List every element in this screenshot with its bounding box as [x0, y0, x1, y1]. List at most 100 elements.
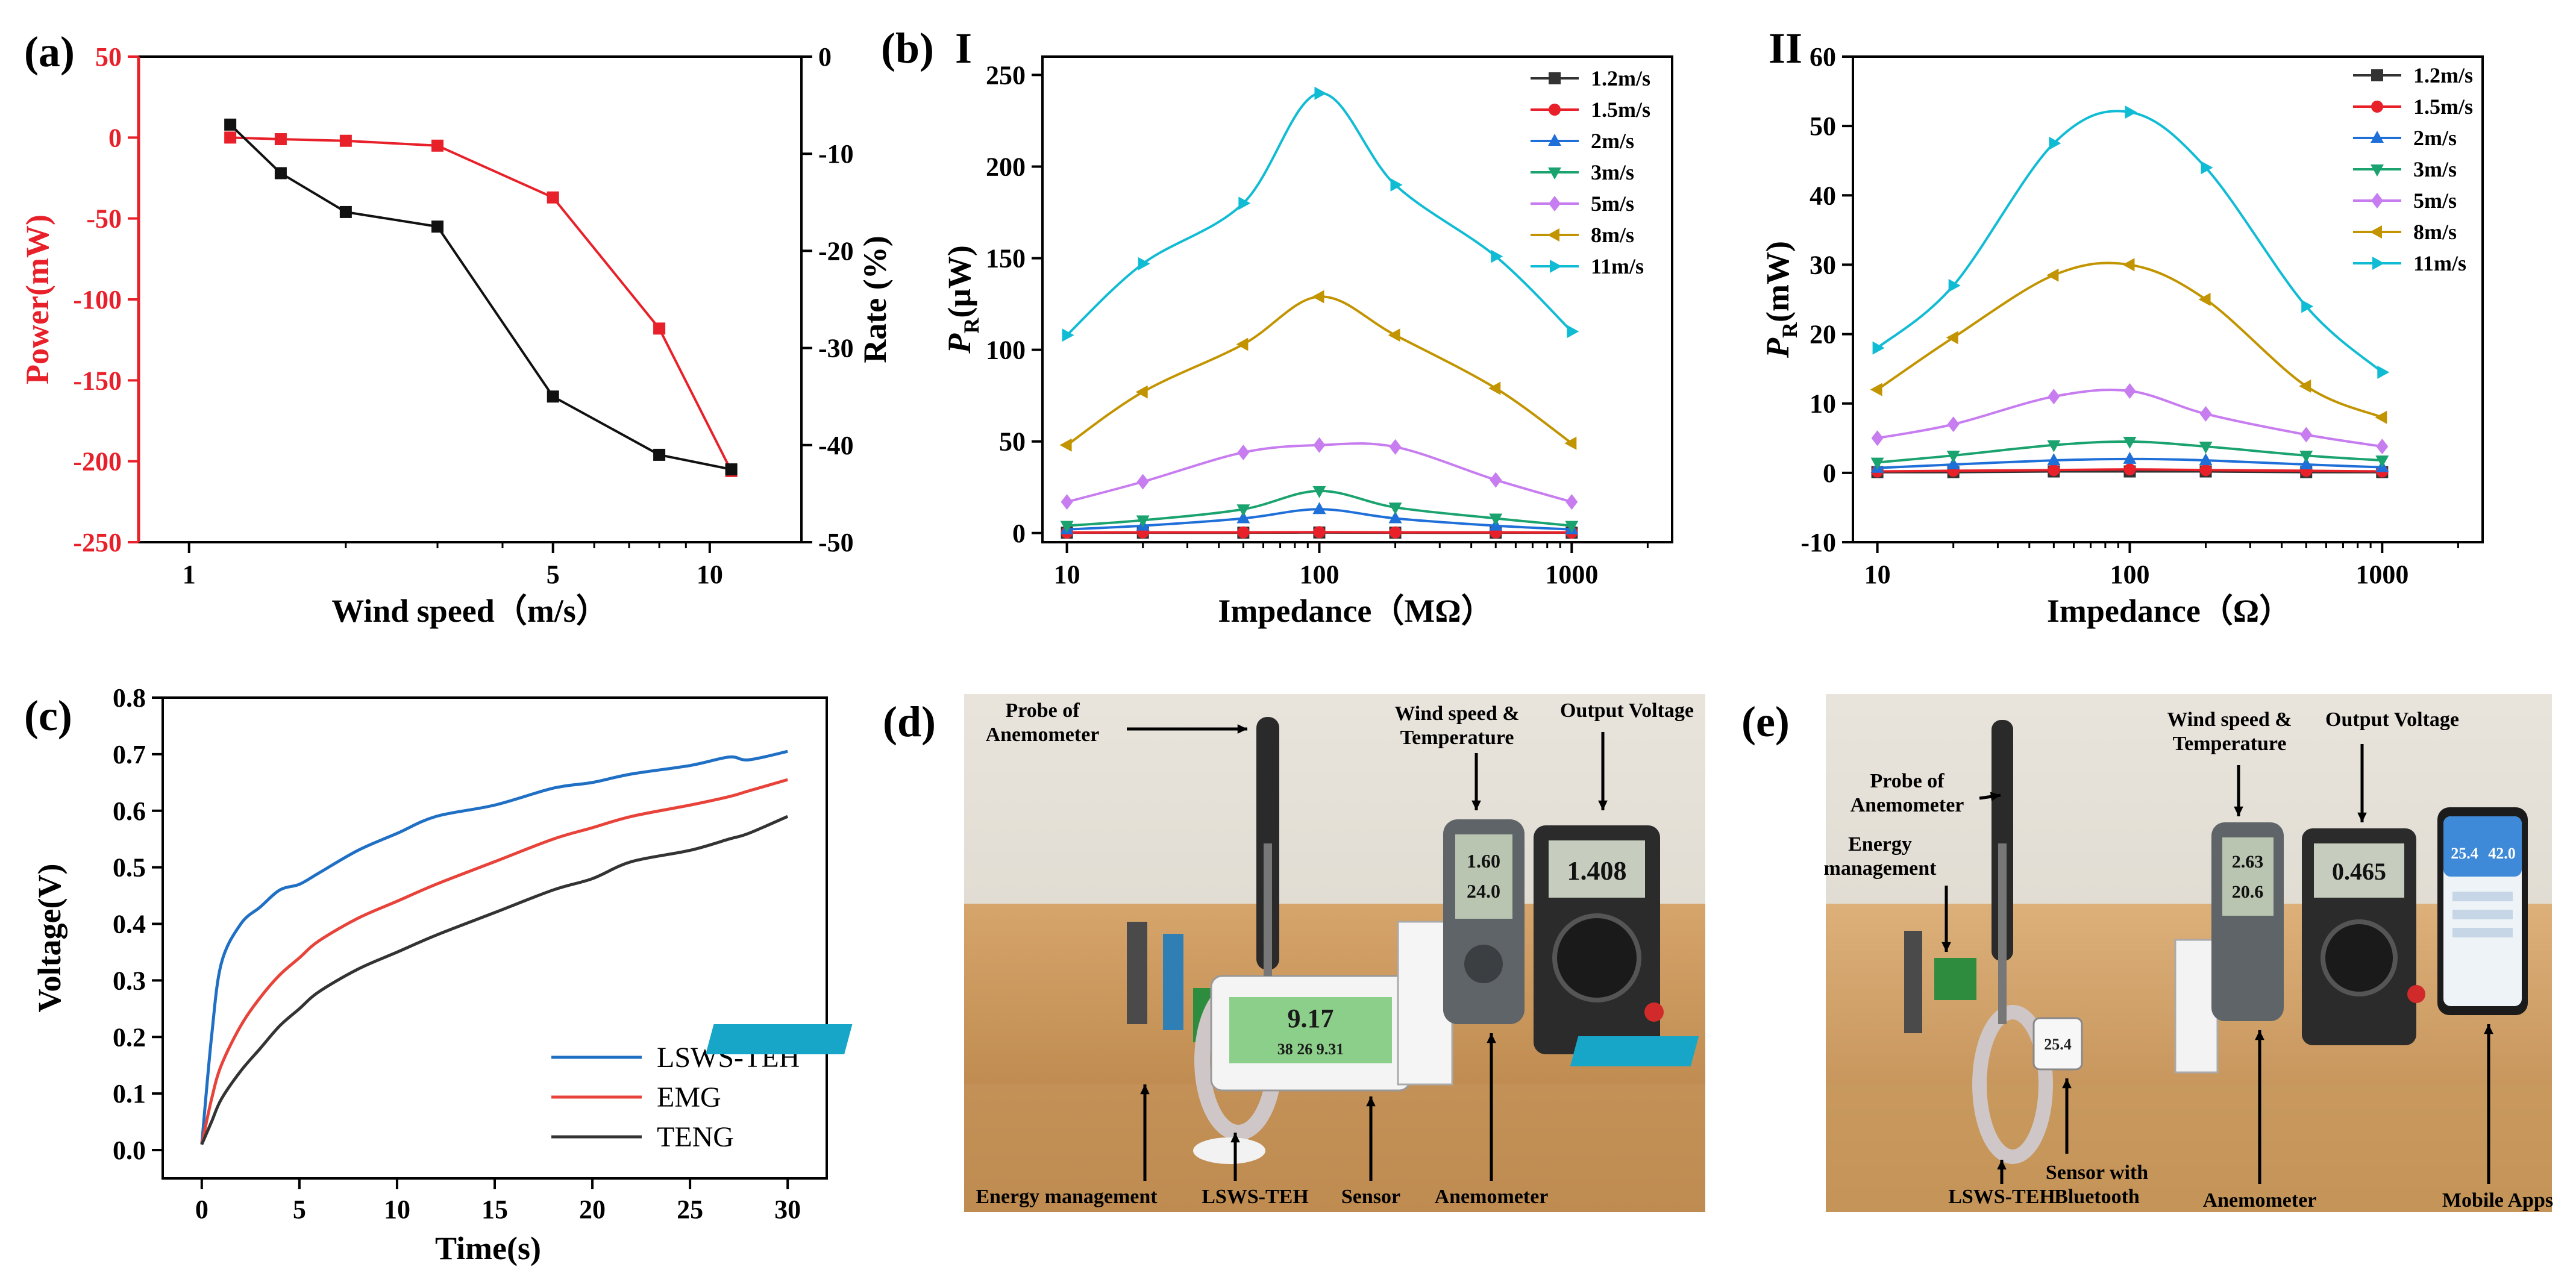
- panel-b-II-point-2m/s: [1946, 457, 1960, 470]
- photo-d-multimeter-dial: [1552, 913, 1641, 1002]
- panel-b-I-point-3m/s: [1388, 502, 1402, 515]
- panel-b-II-point-11m/s: [1948, 278, 1961, 292]
- panel-b-II-point-3m/s: [2199, 442, 2213, 454]
- panel-a-point: [431, 220, 444, 233]
- panel-b-I-legend-marker: [1548, 134, 1561, 146]
- panel-b-I-point-8m/s: [1488, 381, 1501, 395]
- panel-b-II-point-3m/s: [2375, 455, 2389, 468]
- photo-d-multimeter-screen: [1549, 840, 1645, 898]
- panel-b-I-curve-8m/s: [1066, 295, 1573, 446]
- photo-d-lsws-label-arrowhead: [1230, 1133, 1240, 1143]
- photo-d-acrylic-front: [964, 1084, 1705, 1212]
- panel-b-II-point-5m/s: [2048, 389, 2060, 405]
- photo-e-lsws-label-text: LSWS-TEH: [1948, 1186, 2055, 1208]
- panel-b-II-point-5m/s: [1947, 416, 1960, 433]
- photo-e-bluetooth-sensor: [2032, 1017, 2083, 1071]
- panel-b-I-ytick-label: 200: [986, 152, 1026, 181]
- panel-b-I-plot: [1059, 86, 1579, 539]
- panel-c-ytick-label: 0.7: [113, 740, 146, 769]
- panel-b-II: II 10 100 1000 -10 0 10 20 30 40 50 60 1.2m/s 1.5m/…: [1760, 24, 2484, 629]
- panel-b-I-legend-label: 2m/s: [1591, 129, 1634, 153]
- photo-e-phone-humidity: 42.0: [2488, 845, 2516, 862]
- photo-d-probe-blue: [1163, 934, 1183, 1030]
- photo-d-sensor-label-text: Sensor: [1341, 1186, 1400, 1208]
- panel-b-I-legend-marker: [1549, 104, 1561, 116]
- panel-b-I-point-2m/s: [1388, 511, 1402, 524]
- panel-b-I-point-11m/s: [1491, 249, 1503, 263]
- panel-b-II-point-1.5m/s: [2123, 463, 2136, 476]
- photo-e-sensor-label-arrowhead: [2062, 1078, 2072, 1089]
- photo-e-apps-label-arrowhead: [2484, 1024, 2493, 1034]
- panel-b-I-point-3m/s: [1136, 515, 1150, 528]
- panel-b-I-legend-label: 11m/s: [1591, 254, 1644, 278]
- panel-a-y2-ytick-label: -30: [818, 334, 854, 363]
- panel-b-I-point-11m/s: [1138, 257, 1150, 271]
- photo-d-output-label-arrowhead: [1598, 800, 1608, 810]
- panel-b-II-point-3m/s: [2047, 440, 2061, 452]
- panel-a-point: [274, 133, 287, 146]
- photo-e-phone-row3: [2452, 928, 2513, 937]
- panel-a-series-line-1: [229, 124, 732, 471]
- panel-a-y2-ytick-label: -40: [818, 431, 854, 460]
- panel-b-I-point-5m/s: [1136, 474, 1149, 490]
- panel-b-II-point-8m/s: [1870, 383, 1882, 396]
- panel-a-ytick-label: -150: [73, 366, 122, 395]
- panel-c-frame: [161, 696, 828, 1180]
- photo-d-sensor-small: 38 26 9.31: [1277, 1040, 1344, 1058]
- panel-b-II-ytick-label: 10: [1810, 389, 1836, 419]
- photo-d-anemometer-label-text: Anemometer: [1435, 1186, 1549, 1208]
- panel-c-ytick-label: 0.3: [113, 966, 146, 995]
- panel-b-II-legend-label: 1.2m/s: [2413, 63, 2473, 87]
- panel-b-II-legend-marker: [2371, 193, 2383, 208]
- panel-b-II-point-8m/s: [1946, 331, 1958, 345]
- panel-b-I-legend-label: 1.5m/s: [1591, 98, 1650, 122]
- panel-b-I-xlabel: Impedance（MΩ）: [1218, 593, 1493, 629]
- panel-b-I-point-3m/s: [1489, 513, 1503, 526]
- panel-c-legend-label: TENG: [657, 1121, 734, 1153]
- panel-c-xtick-label: 5: [293, 1195, 306, 1224]
- panel-b-I-point-2m/s: [1236, 511, 1250, 524]
- photo-e-anemometer-screen: [2222, 837, 2274, 916]
- photo-e-output-label-text: Output Voltage: [2325, 708, 2459, 731]
- panel-b-I-point-5m/s: [1490, 472, 1502, 488]
- photo-d-sensor-value: 9.17: [1288, 1004, 1334, 1033]
- panel-a-ytick-label: 50: [95, 42, 122, 72]
- panel-b-II-ytick-label: 60: [1810, 42, 1836, 72]
- panel-b-I-point-1.5m/s: [1237, 526, 1250, 539]
- panel-c-xtick-label: 10: [384, 1195, 410, 1224]
- photo-e-anemometer-v2: 20.6: [2232, 882, 2264, 902]
- panel-b-I-ytick-label: 0: [1012, 519, 1026, 548]
- panel-b-I-point-8m/s: [1388, 328, 1400, 342]
- panel-b-I-xtick-label: 100: [1299, 560, 1339, 589]
- panel-c-ylabel: Voltage(V): [31, 864, 67, 1013]
- panel-b-II-legend-label: 8m/s: [2413, 220, 2457, 244]
- panel-c-ytick-label: 0.0: [113, 1136, 146, 1165]
- panel-c-xtick-label: 25: [677, 1195, 703, 1224]
- photo-e-energy-label-text: management: [1824, 857, 1937, 880]
- photo-e-phone-temp: 25.4: [2451, 845, 2478, 862]
- photo-e-output-label-arrowhead: [2357, 812, 2367, 822]
- photo-e-phone-row1: [2452, 892, 2513, 901]
- photo-e-probe-rod: [1998, 843, 2007, 1024]
- panel-b-II-point-11m/s: [2377, 365, 2390, 379]
- panel-b-I-point-11m/s: [1567, 325, 1579, 339]
- photo-e-multimeter-dial: [2321, 919, 2398, 996]
- panel-b-II-point-3m/s: [1946, 451, 1960, 463]
- panel-b-II-point-11m/s: [2049, 136, 2061, 150]
- panel-b-I-point-3m/s: [1312, 486, 1326, 498]
- panel-b-I-legend-label: 8m/s: [1591, 223, 1634, 247]
- photo-d-blue-base: [706, 1024, 853, 1054]
- panel-c-ticks: 0 5 10 15 20 25 30 0.0 0.1 0.2 0.3 0.4 0.5 0.6 0.7 0.8: [113, 683, 801, 1224]
- panel-b-II-curve-11m/s: [1876, 110, 2383, 374]
- photo-d-red-lead: [1644, 1002, 1664, 1022]
- panel-a-plot: [224, 118, 738, 477]
- panel-d-photo: 9.17 38 26 9.31 1.60 24.0 1.408 Probe of…: [706, 694, 1705, 1212]
- panel-c-curve-LSWS-TEH: [200, 749, 788, 1145]
- panel-b-I-point-8m/s: [1236, 337, 1249, 351]
- photo-d-output-label-text: Output Voltage: [1560, 699, 1694, 722]
- panel-c-ytick-label: 0.5: [113, 853, 146, 883]
- photo-e-probe-left: [1904, 931, 1922, 1033]
- panel-c-ytick-label: 0.1: [113, 1079, 146, 1109]
- photo-e-sensor-label-text: Sensor with: [2046, 1162, 2148, 1184]
- panel-a-ylabel-left: Power(mW): [19, 214, 55, 384]
